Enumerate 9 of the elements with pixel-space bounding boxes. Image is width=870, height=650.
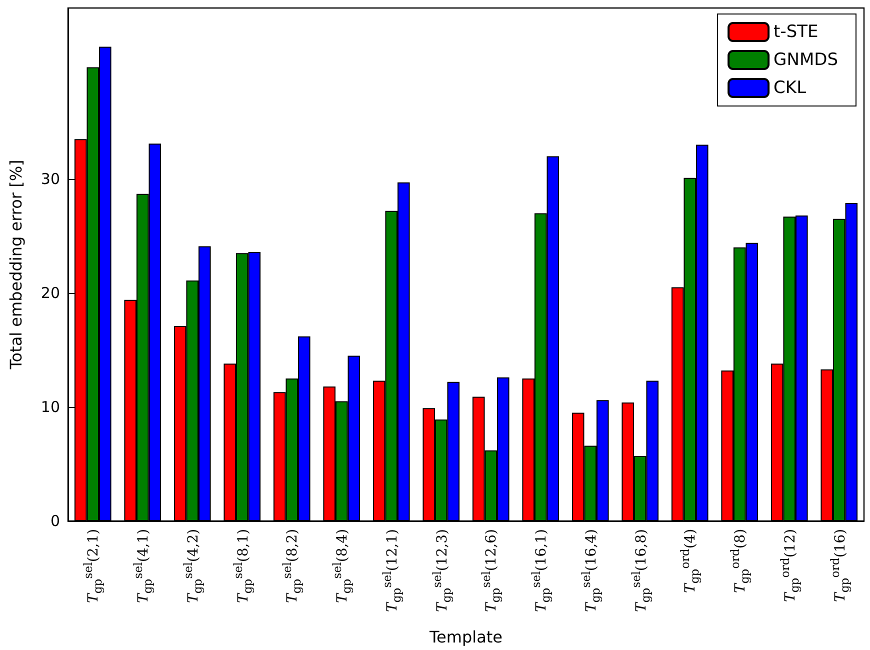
y-axis-title: Total embedding error [%] xyxy=(6,160,26,370)
y-tick-label: 0 xyxy=(50,512,60,530)
legend-label: GNMDS xyxy=(774,50,838,70)
y-tick-label: 30 xyxy=(40,170,60,188)
legend-label: CKL xyxy=(774,78,807,98)
y-tick-label: 10 xyxy=(40,398,60,416)
legend-label: t-STE xyxy=(774,22,818,42)
x-axis-title: Template xyxy=(428,628,503,646)
y-tick-label: 20 xyxy=(40,284,60,302)
